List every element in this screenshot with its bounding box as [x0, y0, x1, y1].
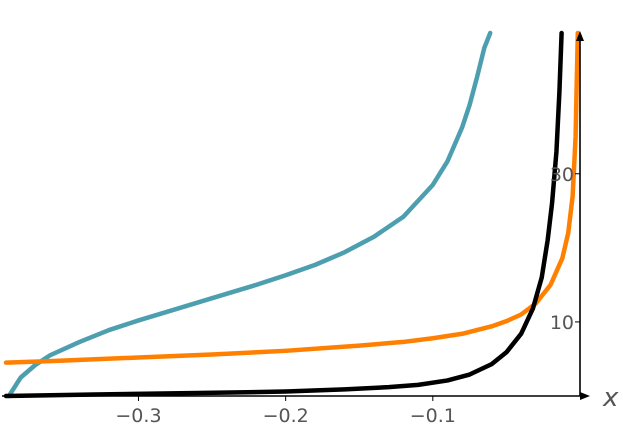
x-tick-label: −0.3 [115, 405, 161, 427]
x-axis-label: x [602, 383, 619, 413]
x-tick-label: −0.2 [263, 405, 309, 427]
series-line-2 [3, 30, 581, 365]
y-axis-arrowhead [576, 31, 584, 41]
y-tick-label: 30 [550, 164, 574, 186]
x-axis-arrowhead [580, 392, 590, 400]
series-line-3 [3, 30, 564, 399]
axes-layer [2, 31, 590, 400]
y-tick-label: 10 [550, 312, 574, 334]
ticks-layer: −0.3 −0.2 −0.1 10 30 [115, 164, 580, 427]
series-layer [3, 30, 581, 399]
series-line-1 [6, 30, 493, 399]
x-tick-label: −0.1 [410, 405, 456, 427]
